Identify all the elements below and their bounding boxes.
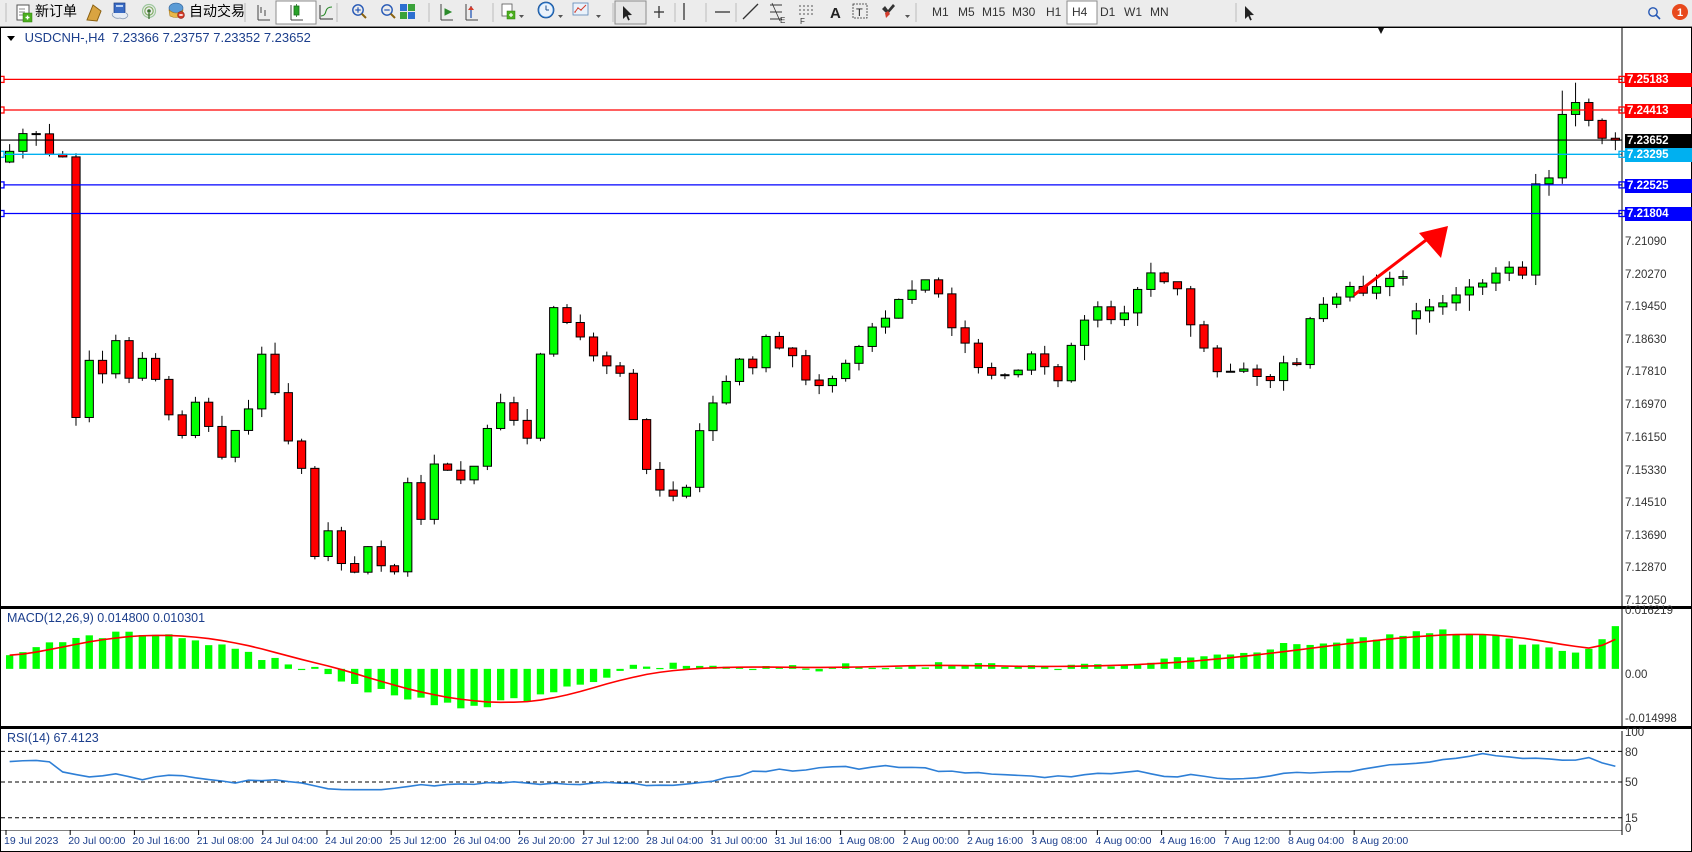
svg-text:自动交易: 自动交易 — [189, 3, 245, 19]
svg-text:D1: D1 — [1100, 5, 1116, 19]
svg-text:MN: MN — [1150, 5, 1169, 19]
svg-text:M1: M1 — [932, 5, 949, 19]
svg-text:M5: M5 — [958, 5, 975, 19]
svg-text:新订单: 新订单 — [35, 3, 77, 19]
svg-text:E: E — [780, 16, 785, 25]
svg-text:F: F — [800, 17, 805, 26]
svg-text:M30: M30 — [1012, 5, 1036, 19]
svg-text:1: 1 — [1677, 7, 1683, 19]
svg-text:A: A — [830, 5, 841, 22]
svg-text:T: T — [856, 7, 863, 19]
svg-text:W1: W1 — [1124, 5, 1142, 19]
svg-text:H4: H4 — [1072, 5, 1088, 19]
svg-text:H1: H1 — [1046, 5, 1062, 19]
svg-text:M15: M15 — [982, 5, 1006, 19]
